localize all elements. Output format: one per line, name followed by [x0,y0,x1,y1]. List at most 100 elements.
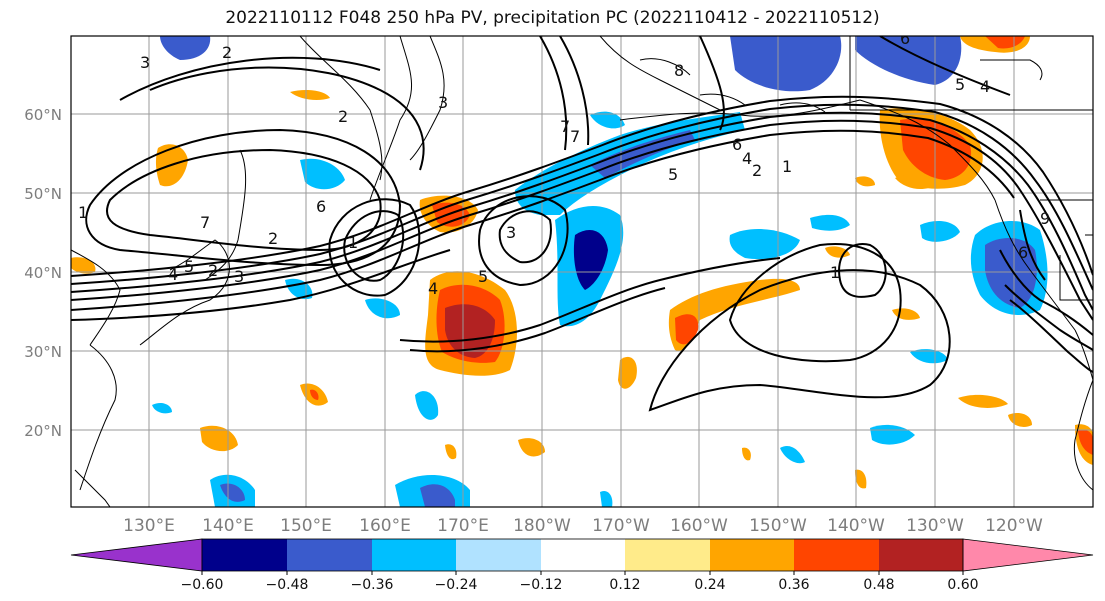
colorbar-seg-7 [710,539,794,571]
precip-blob-pos [958,394,1008,408]
pv-contour [328,198,421,297]
pv-contour [559,36,590,146]
contour-label: 1 [348,233,358,252]
contour-label: 4 [742,149,752,168]
colorbar-tick-label: 0.24 [694,577,725,593]
precip-blob-neg [780,445,805,464]
colorbar-tick-label: 0.60 [947,577,978,593]
lat-label: 20°N [24,422,62,440]
colorbar-tick-label: −0.48 [266,577,309,593]
lon-label: 170°W [592,516,650,536]
pv-contour [409,287,666,353]
contour-label: 7 [560,117,570,136]
precip-blob-pos [895,174,935,190]
colorbar-tick-labels: −0.60 −0.48 −0.36 −0.24 −0.12 0.12 0.24 … [181,577,979,593]
colorbar-tick-label: 0.12 [609,577,640,593]
pv-contour [71,103,1093,291]
colorbar-seg-8 [794,539,879,571]
contour-label: 3 [438,93,448,112]
precip-blob-neg [985,238,1037,308]
pv-contour [648,269,951,412]
lon-label: 140°E [202,516,254,536]
precip-blob-pos [900,118,972,180]
colorbar-seg-1 [202,539,287,571]
lon-label: 120°W [985,516,1043,536]
contour-label: 3 [506,223,516,242]
precip-blob-neg [920,220,960,242]
precip-blob-pos [855,176,875,187]
precip-blob-neg [220,483,245,502]
pv-contour [498,210,552,264]
lon-axis: 130°E 140°E 150°E 160°E 170°E 180°W 170°… [123,516,1043,536]
precip-blob-pos [668,278,800,351]
pv-contour [1004,284,1093,351]
pv-contour [71,129,1015,311]
precip-blob-neg [910,349,948,364]
contour-label: 2 [338,107,348,126]
contour-label: 1 [830,263,840,282]
contour-label: 5 [668,165,678,184]
precip-blob-neg [810,214,850,231]
pv-contour [699,36,725,131]
colorbar-seg-0 [70,538,203,572]
contour-label: 5 [478,267,488,286]
colorbar-seg-3 [372,539,456,571]
map-plot-area: 2 3 2 3 7 2 6 8 7 6 4 5 2 1 1 3 2 1 5 4 … [71,36,1093,507]
precip-blob-pos [445,444,457,460]
colorbar-seg-2 [287,539,372,571]
lon-label: 160°W [670,516,728,536]
precip-blob-pos [742,447,751,461]
pv-contour [478,195,569,287]
contour-label: 7 [570,127,580,146]
contour-label: 2 [222,43,232,62]
pv-contour [999,249,1093,336]
lat-axis: 60°N 50°N 40°N 30°N 20°N [24,106,62,440]
contour-label: 8 [674,61,684,80]
precip-blob-neg [160,36,211,60]
map-title: 2022110112 F048 250 hPa PV, precipitatio… [225,8,880,28]
pv-contour [343,210,405,282]
contour-label: 3 [140,53,150,72]
lon-label: 150°W [749,516,807,536]
precip-blob-pos [310,389,319,400]
precip-blob-pos [855,469,867,489]
lon-label: 150°E [280,516,332,536]
lon-label: 170°E [437,516,489,536]
colorbar-tick-label: 0.36 [778,577,809,593]
contour-label: 7 [200,213,210,232]
pv-contour [1019,209,1046,281]
colorbar-ticks [201,571,964,575]
pv-contour [71,95,1093,277]
contour-label: 5 [184,257,194,276]
precip-blob-neg [590,111,625,129]
pv-contour [71,119,1093,321]
pv-contour [539,36,568,151]
precip-blob-pos [1078,429,1093,455]
contour-label: 4 [428,279,438,298]
lon-label: 160°E [359,516,411,536]
colorbar-tick-label: −0.60 [181,577,224,593]
contour-label: 2 [752,161,762,180]
precip-blob-neg [573,230,608,290]
lat-label: 60°N [24,106,62,124]
contour-label: 6 [316,197,326,216]
pv-contour [119,56,381,101]
contour-label: 2 [268,229,278,248]
colorbar-tick-label: −0.24 [435,577,478,593]
pv-contour [1009,299,1093,373]
lon-label: 130°W [906,516,964,536]
pv-contour [838,243,887,298]
precip-blob-pos [518,438,545,457]
precip-blob-neg [152,402,172,414]
contour-label: 3 [234,267,244,286]
pv-contour [105,148,382,252]
lat-label: 30°N [24,343,62,361]
lon-label: 180°W [513,516,571,536]
precip-blob-neg [415,391,439,420]
pv-contour [879,36,1011,96]
precip-blob-pos [985,36,1025,49]
contour-label: 1 [78,203,88,222]
precip-blob-pos [290,90,330,100]
contour-label: 6 [732,135,742,154]
contour-label: 2 [208,261,218,280]
